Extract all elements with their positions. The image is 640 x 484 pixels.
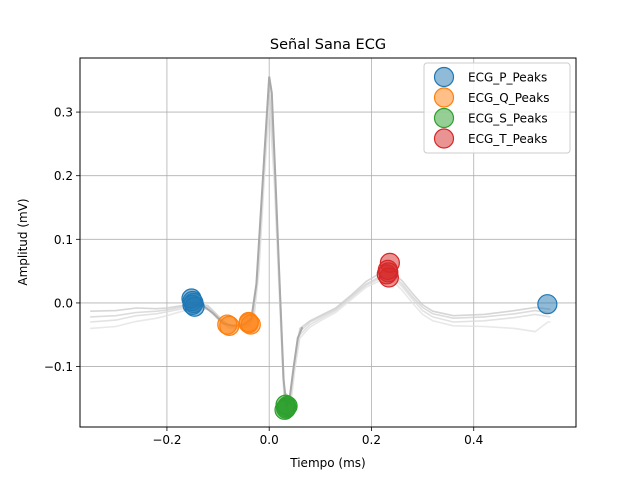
y-tick-label: 0.0 [54,296,73,310]
chart-title: Señal Sana ECG [270,37,386,53]
y-tick-label: 0.1 [54,233,73,247]
y-tick-label: 0.2 [54,169,73,183]
legend-marker [433,87,455,108]
y-axis-label: Amplitud (mV) [16,198,30,285]
x-axis-label: Tiempo (ms) [289,456,365,470]
x-tick-label: −0.2 [152,433,181,447]
ecg-q-peaks-marker [219,315,240,336]
x-tick-label: 0.0 [260,433,279,447]
legend-box [423,62,571,154]
x-tick-label: 0.2 [362,433,381,447]
legend-label: ECG_Q_Peaks [468,91,549,105]
legend: ECG_P_Peaks ECG_Q_Peaks ECG_S_Peaks ECG_T_P… [423,62,571,154]
ecg-mean-trace [192,76,304,407]
legend-marker [433,107,455,129]
ecg-q-peaks-marker [238,311,259,333]
legend-label: ECG_P_Peaks [468,71,547,85]
legend-label: ECG_S_Peaks [468,112,548,126]
ecg-p-peaks-marker [182,290,203,312]
ecg-p-peaks-marker [537,294,558,315]
legend-marker [433,66,455,88]
legend-marker [433,128,455,149]
y-tick-label: 0.3 [54,106,73,120]
ecg-s-peaks-marker [275,398,297,419]
ecg-t-peaks-marker [378,262,399,283]
axis-ticks: −0.2 0.0 0.2 0.4 −0.1 0.0 0.1 0.2 0.3 [44,106,483,447]
legend-label: ECG_T_Peaks [468,132,547,146]
x-tick-label: 0.4 [464,433,483,447]
plot-frame [79,57,577,428]
peak-markers [181,252,558,420]
y-tick-label: −0.1 [44,360,73,374]
